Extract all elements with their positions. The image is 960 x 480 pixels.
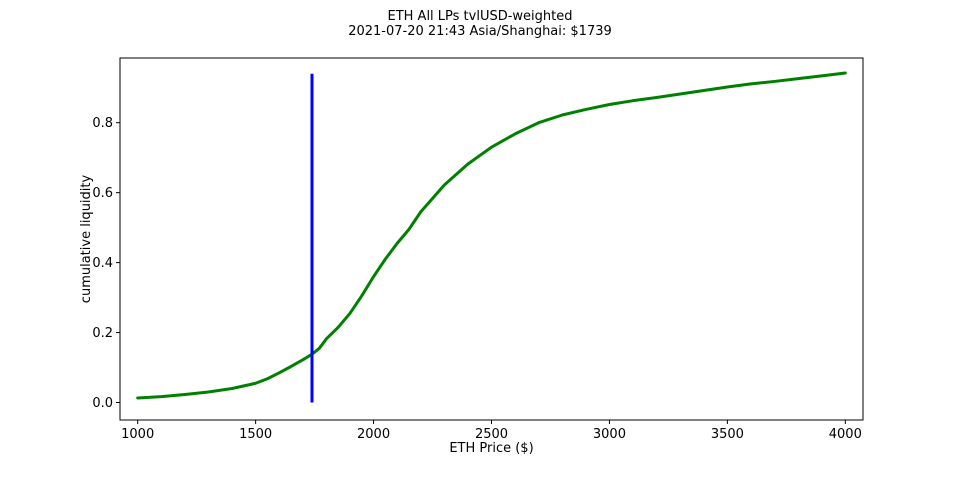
y-tick-label: 0.6 (92, 186, 113, 201)
chart-title: ETH All LPs tvlUSD-weighted (387, 9, 572, 24)
plot-area (119, 57, 864, 421)
x-tick-label: 2500 (475, 427, 508, 442)
x-tick-label: 2000 (357, 427, 390, 442)
x-tick-label: 4000 (829, 427, 862, 442)
y-axis-label: cumulative liquidity (79, 175, 94, 304)
y-tick-label: 0.0 (92, 396, 113, 411)
y-tick-label: 0.2 (92, 326, 113, 341)
x-tick-label: 3000 (593, 427, 626, 442)
x-tick-label: 3500 (711, 427, 744, 442)
y-tick-label: 0.8 (92, 116, 113, 131)
series-layer (136, 71, 847, 403)
y-tick-label: 0.4 (92, 256, 113, 271)
x-tick-label: 1000 (121, 427, 154, 442)
x-tick-label: 1500 (239, 427, 272, 442)
series-line (136, 71, 847, 400)
x-axis-label: ETH Price ($) (449, 441, 533, 456)
x-axis: 1000 1500 2000 2500 3000 3500 4000 (121, 420, 862, 442)
chart-subtitle: 2021-07-20 21:43 Asia/Shanghai: $1739 (348, 24, 612, 39)
y-axis: 0.0 0.2 0.4 0.6 0.8 (92, 116, 120, 411)
